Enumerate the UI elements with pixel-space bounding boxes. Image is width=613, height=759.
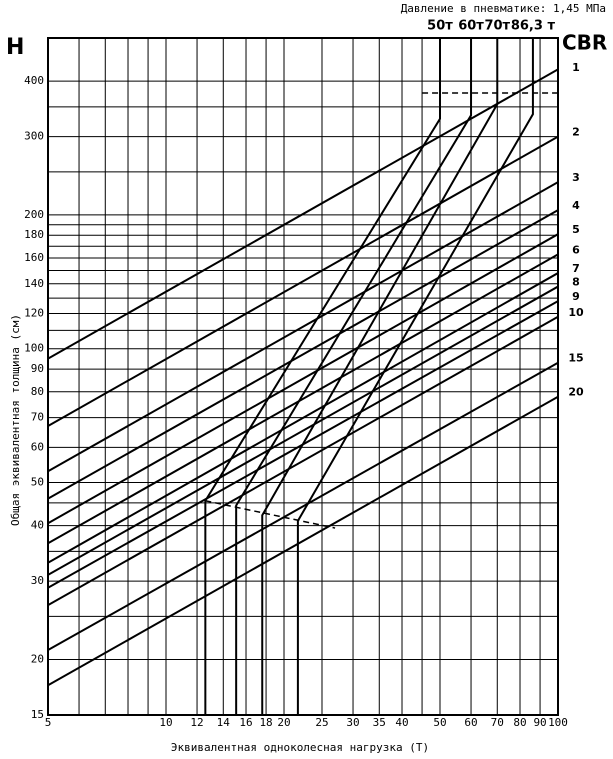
y-tick-label: 15 [31,708,44,721]
y-tick-label: 140 [24,277,44,290]
cbr-line [48,68,558,360]
y-tick-label: 30 [31,574,44,587]
cbr-label: 20 [568,386,584,399]
cbr-label: 15 [568,352,583,365]
plot-frame [47,37,559,716]
y-tick-label: 200 [24,208,44,221]
x-tick-label: 10 [159,716,172,729]
cbr-label: 2 [572,126,580,139]
y-axis-title: H [6,35,24,60]
cbr-line [48,272,558,564]
cbr-line [48,233,558,525]
x-axis-label: Эквивалентная одноколесная нагрузка (Т) [171,741,429,754]
plot-area [48,38,558,715]
load-label: 50т [427,19,453,34]
y-axis-label: Общая эквивалентная толщина (см) [9,314,22,526]
cbr-line [48,395,558,687]
x-tick-label: 25 [315,716,328,729]
cbr-label: 9 [572,290,580,303]
cbr-line [48,285,558,576]
cbr-line [48,315,558,606]
y-tick-label: 300 [24,130,44,143]
x-tick-label: 30 [346,716,359,729]
x-tick-label: 40 [395,716,408,729]
cbr-line [48,135,558,427]
y-tick-label: 40 [31,519,44,532]
x-tick-label: 35 [373,716,386,729]
y-tick-label: 50 [31,476,44,489]
cbr-line [48,209,558,500]
y-tick-label: 20 [31,652,44,665]
y-tick-label: 400 [24,74,44,87]
x-tick-label: 20 [277,716,290,729]
load-line [261,38,499,715]
y-tick-label: 70 [31,411,44,424]
cbr-line [48,361,558,651]
x-tick-label: 60 [464,716,477,729]
cbr-label: 8 [572,276,580,289]
y-tick-label: 80 [31,385,44,398]
x-tick-label: 12 [190,716,203,729]
cbr-label: 1 [572,61,580,74]
load-line [296,38,534,715]
y-tick-label: 160 [24,251,44,264]
cbr-label: 10 [568,306,584,319]
cbr-label: 4 [572,199,580,212]
load-line [235,38,473,715]
cbr-label: 6 [572,243,580,256]
x-tick-label: 5 [45,716,52,729]
y-tick-label: 90 [31,362,44,375]
x-tick-label: 16 [239,716,252,729]
reference-line [205,500,336,529]
cbr-line [48,253,558,545]
x-tick-label: 50 [433,716,446,729]
y-tick-label: 60 [31,440,44,453]
x-tick-label: 18 [259,716,272,729]
x-tick-label: 14 [217,716,231,729]
y-tick-label: 100 [24,342,44,355]
x-tick-label: 90 [533,716,546,729]
chart-title: Давление в пневматике: 1,45 МПа [401,2,606,15]
cbr-label: 5 [572,223,580,236]
load-label: 60т [458,19,484,34]
cbr-label: 7 [572,262,580,275]
load-line [204,38,441,715]
load-label: 86,3 т [511,19,556,34]
x-tick-label: 80 [513,716,526,729]
y-tick-label: 180 [24,228,44,241]
y-tick-label: 120 [24,307,44,320]
x-tick-label: 100 [548,716,568,729]
x-tick-label: 70 [491,716,504,729]
cbr-line [48,181,558,473]
cbr-label: 3 [572,171,580,184]
cbr-title: CBR [562,31,607,55]
load-label: 70т [484,19,510,34]
